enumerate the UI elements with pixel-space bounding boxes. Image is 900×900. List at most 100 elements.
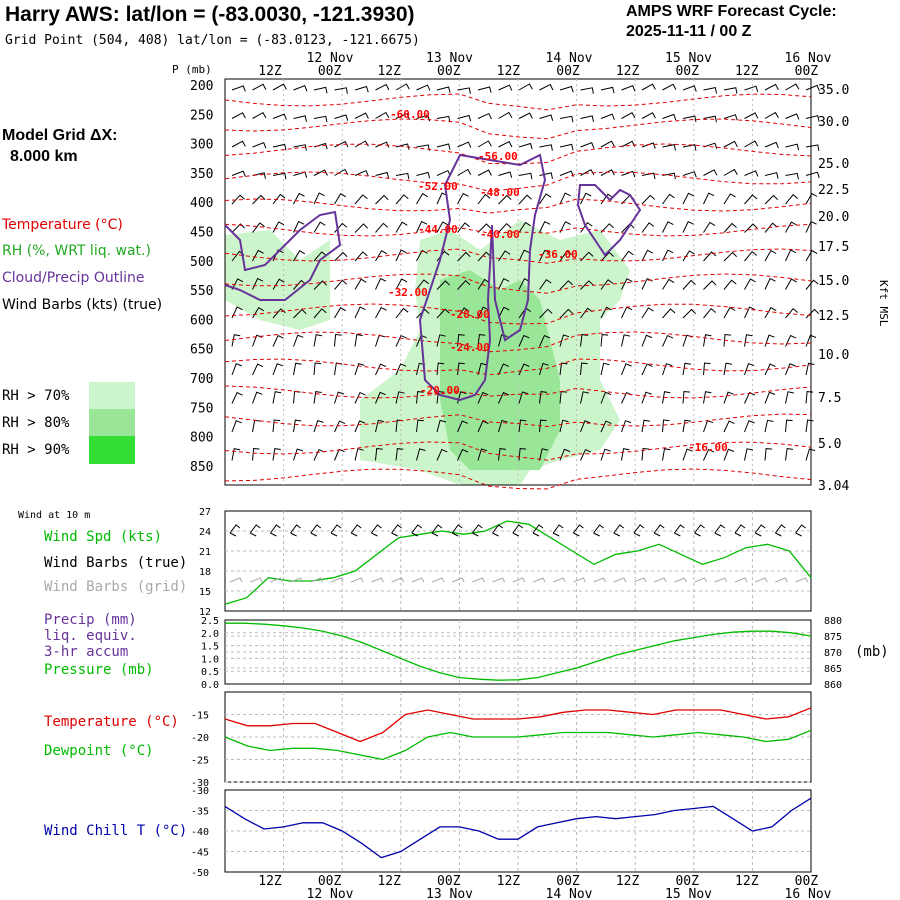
panel-tick-label: -25	[191, 756, 209, 767]
wind-barb	[354, 112, 369, 119]
cloud-precip-outline	[224, 153, 642, 402]
isotherm-line	[224, 468, 812, 490]
top-time-dates: 12 Nov 13 Nov 14 Nov 15 Nov 16 Nov	[307, 51, 832, 66]
height-axis-label: Kft MSL	[877, 280, 890, 327]
label-wind-chill: Wind Chill T (°C)	[44, 823, 188, 839]
wind-barb	[457, 251, 471, 262]
pressure-tick-label: 600	[190, 313, 213, 328]
wind-barb	[334, 193, 347, 205]
wind-barb	[723, 193, 736, 205]
wind-barb	[293, 279, 307, 290]
wind-barb	[559, 143, 574, 151]
wind-barb	[518, 419, 527, 433]
wind-barb	[539, 448, 549, 461]
wind-barb	[559, 250, 573, 262]
pressure-line	[225, 622, 812, 681]
wind-barb	[313, 391, 322, 404]
top-time-hours: 12Z 00Z 12Z 00Z 12Z 00Z 12Z 00Z 12Z 00Z	[258, 64, 818, 79]
wind-barb	[334, 279, 348, 290]
wind-barb	[641, 334, 653, 347]
surface-wind-barb-grid	[613, 577, 627, 583]
wind-barb	[682, 362, 691, 376]
wind-barb	[416, 144, 430, 151]
surface-wind-barb-grid	[734, 577, 748, 583]
wind-barb	[682, 192, 695, 205]
wind-barb	[785, 221, 797, 233]
wind-barb	[539, 193, 552, 205]
wind-barb	[518, 194, 532, 205]
wind-barb	[375, 363, 387, 376]
wind-barb	[785, 334, 797, 347]
wind-barb	[293, 390, 301, 404]
wind-barb	[334, 114, 349, 121]
rh80-area-center	[440, 270, 560, 470]
wind-barb	[805, 220, 817, 233]
wind-barb	[703, 142, 718, 149]
wind-barb	[272, 113, 287, 120]
wind-barb	[313, 362, 322, 376]
pressure-tick-label: 700	[190, 372, 213, 387]
wind-barb	[395, 307, 409, 319]
temperature-line	[224, 707, 812, 743]
wind-barb	[641, 83, 656, 91]
wind-barb	[272, 193, 286, 205]
wind-barb	[785, 193, 799, 205]
panel-tick-label: -15	[191, 711, 209, 722]
top-date-label: 15 Nov	[665, 51, 712, 66]
isotherm-labels: -60.00 -56.00 -52.00 -48.00 -44.00 -40.0…	[388, 108, 728, 454]
bottom-date-label: 12 Nov	[307, 887, 354, 900]
wind-barb	[764, 83, 779, 91]
surface-wind-barb-true	[391, 524, 402, 537]
surface-wind-barb-grid	[411, 577, 425, 583]
isotherm-label: -52.00	[418, 180, 458, 193]
wind-barb	[641, 112, 656, 119]
wind-barb	[559, 280, 573, 290]
wind-barb	[375, 83, 390, 91]
height-ticks: 35.0 30.0 25.0 22.5 20.0 17.5 15.0 12.5 10.0 7.5 5…	[818, 83, 849, 494]
wind-barb	[313, 448, 325, 461]
wind-barb	[580, 192, 592, 205]
bottom-date-label: 13 Nov	[426, 887, 473, 900]
label-liq-equiv: liq. equiv.	[44, 628, 137, 644]
wind-barb	[354, 169, 369, 177]
wind-barb	[703, 221, 716, 233]
wind-barb	[580, 448, 592, 461]
legend-cloud-outline: Cloud/Precip Outline	[2, 270, 145, 286]
wind-barb	[805, 171, 820, 179]
wind-barb	[764, 306, 777, 319]
wind-barb	[764, 172, 779, 179]
legend-temperature: Temperature (°C)	[2, 217, 123, 233]
wind-barb	[559, 419, 569, 433]
wind-barb	[518, 83, 533, 91]
bottom-hour-label: 12Z	[377, 874, 401, 889]
wind-barb	[477, 169, 492, 176]
top-hour-label: 12Z	[258, 64, 282, 79]
wind-barb	[252, 141, 267, 149]
wind-barb	[293, 115, 307, 122]
wind-barb	[580, 362, 588, 376]
isotherm-line	[224, 413, 812, 428]
panel-tick-label: -45	[191, 848, 209, 859]
wind-barb	[539, 279, 552, 290]
wind-barb	[785, 83, 800, 91]
wind-barb	[354, 278, 367, 290]
wind-barb	[641, 249, 654, 262]
wind-barb	[354, 85, 369, 93]
wind-barb	[293, 192, 305, 205]
dewpoint-line	[224, 729, 812, 761]
wind-barb	[457, 279, 471, 290]
wind-barb	[477, 362, 488, 376]
wind-barb	[354, 194, 368, 205]
surface-wind-barb-true	[613, 524, 625, 537]
wind-barb	[313, 308, 327, 319]
wind-barb	[621, 334, 631, 347]
wind-barb	[785, 113, 800, 120]
wind-barb	[559, 308, 574, 319]
wind-barb	[805, 115, 820, 122]
wind-barb	[457, 448, 469, 461]
wind-barb	[641, 391, 652, 404]
wind-barb	[662, 83, 677, 91]
surface-wind-barb-true	[573, 524, 584, 537]
panel-tick-label: 870	[824, 648, 842, 659]
wind-barb	[764, 222, 778, 233]
